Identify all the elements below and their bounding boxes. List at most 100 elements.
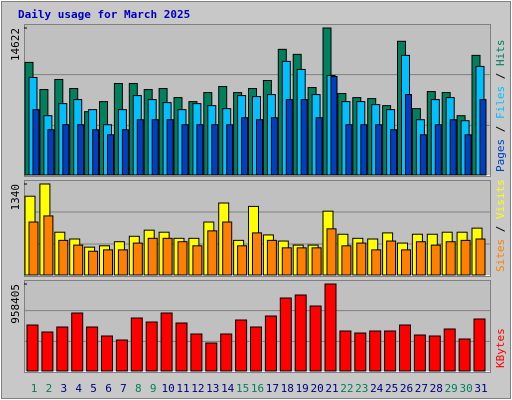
x-tick-label: 18 bbox=[281, 382, 294, 395]
bar bbox=[73, 244, 84, 276]
bar bbox=[220, 333, 233, 372]
bar bbox=[473, 318, 486, 372]
bar bbox=[415, 241, 426, 276]
legend-separator: / bbox=[494, 119, 507, 139]
bar bbox=[464, 134, 472, 176]
x-tick-label: 8 bbox=[135, 382, 142, 395]
bar bbox=[86, 326, 99, 372]
x-tick-label: 28 bbox=[430, 382, 443, 395]
bar bbox=[181, 124, 189, 176]
bar bbox=[479, 99, 487, 176]
bar bbox=[443, 328, 456, 372]
bar bbox=[475, 238, 486, 276]
bar bbox=[401, 249, 411, 276]
legend-separator: / bbox=[494, 66, 507, 86]
x-tick-label: 9 bbox=[150, 382, 157, 395]
x-tick-label: 27 bbox=[415, 382, 428, 395]
bar bbox=[345, 124, 353, 176]
x-tick-label: 22 bbox=[340, 382, 353, 395]
y-tick-label: 14622 bbox=[9, 28, 22, 61]
bar bbox=[250, 326, 262, 372]
legend-entry: Visits bbox=[494, 179, 507, 219]
x-tick-label: 19 bbox=[296, 382, 309, 395]
bar bbox=[430, 244, 441, 276]
legend: Pages / Files / Hits bbox=[494, 40, 507, 173]
bar bbox=[41, 331, 54, 372]
bar bbox=[449, 119, 457, 176]
bar bbox=[241, 117, 249, 176]
bar bbox=[252, 232, 262, 276]
bar bbox=[270, 117, 278, 176]
bar bbox=[196, 124, 204, 176]
x-tick-label: 21 bbox=[325, 382, 338, 395]
bar bbox=[136, 119, 144, 176]
bar bbox=[166, 119, 174, 176]
chart-title: Daily usage for March 2025 bbox=[18, 8, 190, 21]
bar bbox=[117, 249, 128, 276]
bar bbox=[296, 247, 307, 276]
bar bbox=[32, 109, 40, 176]
bar bbox=[279, 297, 292, 372]
bar bbox=[375, 124, 383, 176]
x-tick-label: 29 bbox=[445, 382, 458, 395]
bar bbox=[354, 332, 367, 372]
x-tick-label: 1 bbox=[31, 382, 38, 395]
x-tick-label: 2 bbox=[46, 382, 53, 395]
legend-entry: Hits bbox=[494, 40, 507, 67]
x-tick-label: 11 bbox=[176, 382, 189, 395]
bar bbox=[339, 330, 352, 372]
bar bbox=[175, 322, 188, 372]
legend-entry: KBytes bbox=[494, 328, 507, 368]
bar bbox=[58, 239, 69, 276]
bar bbox=[47, 129, 55, 176]
bar bbox=[237, 245, 248, 276]
x-tick-label: 25 bbox=[385, 382, 398, 395]
x-tick-label: 5 bbox=[90, 382, 97, 395]
bar bbox=[56, 326, 69, 372]
bar bbox=[160, 312, 173, 372]
bar bbox=[28, 221, 39, 276]
bar bbox=[360, 124, 368, 176]
x-tick-label: 15 bbox=[236, 382, 249, 395]
x-tick-label: 16 bbox=[251, 382, 264, 395]
bar bbox=[151, 119, 159, 176]
bar bbox=[62, 124, 70, 176]
bar bbox=[43, 215, 54, 276]
bar bbox=[311, 247, 322, 276]
x-tick-label: 10 bbox=[161, 382, 174, 395]
bar bbox=[445, 241, 456, 276]
bar bbox=[326, 228, 337, 276]
x-tick-label: 7 bbox=[120, 382, 127, 395]
bar bbox=[369, 330, 382, 372]
legend-entry: Pages bbox=[494, 139, 507, 172]
x-tick-label: 3 bbox=[60, 382, 67, 395]
x-tick-label: 14 bbox=[221, 382, 235, 395]
bar bbox=[121, 129, 129, 176]
bar bbox=[147, 237, 158, 276]
bar bbox=[356, 242, 367, 276]
bar bbox=[192, 245, 203, 276]
bar bbox=[309, 305, 322, 372]
bar bbox=[77, 124, 85, 176]
bar bbox=[103, 249, 113, 276]
legend-entry: Files bbox=[494, 86, 507, 119]
x-tick-label: 6 bbox=[105, 382, 112, 395]
bar bbox=[177, 241, 188, 276]
bar bbox=[145, 321, 158, 372]
x-tick-label: 23 bbox=[355, 382, 368, 395]
bar bbox=[132, 242, 143, 276]
bar bbox=[419, 134, 427, 176]
bar bbox=[71, 312, 84, 372]
bar bbox=[222, 221, 233, 276]
x-tick-label: 17 bbox=[266, 382, 279, 395]
bar bbox=[88, 250, 99, 276]
bar bbox=[413, 334, 426, 372]
bar bbox=[384, 330, 397, 372]
bar bbox=[434, 124, 442, 176]
bar bbox=[107, 134, 114, 176]
bar bbox=[390, 129, 398, 176]
y-tick-label: 958405 bbox=[9, 284, 22, 324]
bar bbox=[101, 335, 113, 372]
